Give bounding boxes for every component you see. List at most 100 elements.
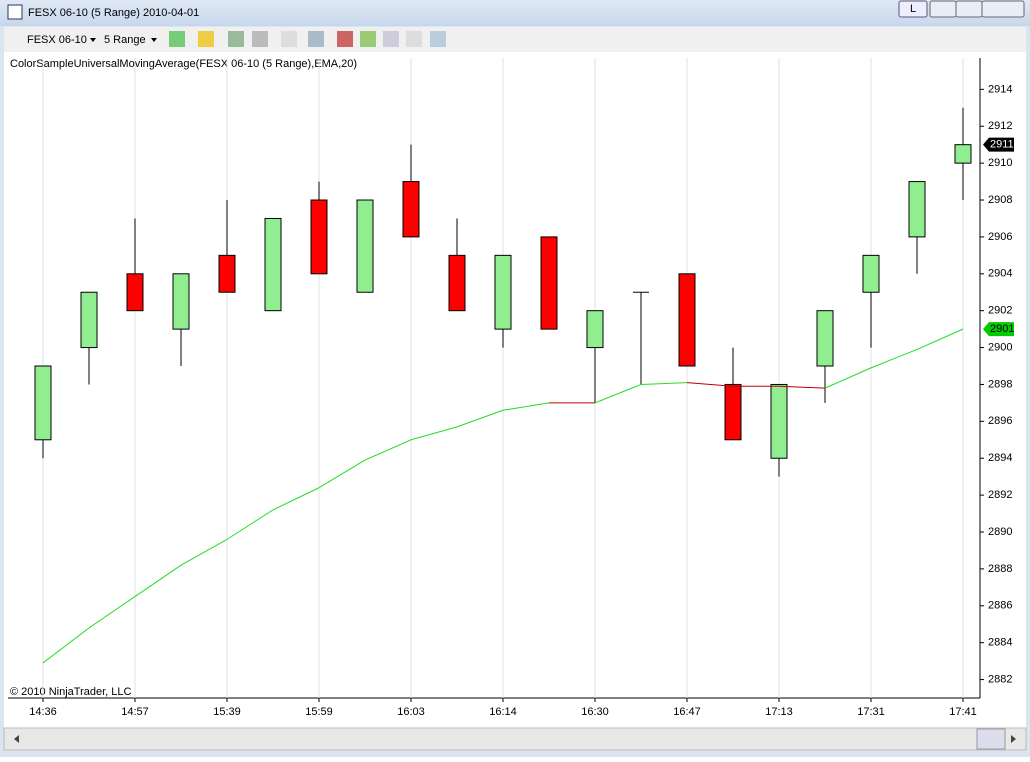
price-marker-label: 2911 [990,139,1014,151]
tool-icon[interactable] [406,31,422,47]
y-tick-label: 2890 [988,526,1012,538]
tool-icon[interactable] [228,31,244,47]
scrollbar[interactable] [3,727,1027,751]
ema-segment [824,367,872,389]
window-title: FESX 06-10 (5 Range) 2010-04-01 [28,7,199,19]
app-icon [7,4,23,20]
dropdown-arrow [151,38,157,42]
chart-panel [4,52,1026,728]
y-tick-label: 2906 [988,231,1012,243]
ema-segment [686,382,734,387]
x-tick-label: 17:31 [857,706,885,718]
y-tick-label: 2884 [988,637,1012,649]
y-tick-label: 2908 [988,194,1012,206]
x-tick-label: 16:14 [489,706,517,718]
ema-segment [318,459,366,489]
y-tick-label: 2904 [988,268,1012,280]
ema-segment [870,348,918,369]
tool-icon[interactable] [360,31,376,47]
ema-segment [364,439,412,461]
x-tick-label: 15:59 [305,706,333,718]
link-button[interactable] [898,0,928,18]
y-tick-label: 2888 [988,563,1012,575]
candle-body [126,273,144,312]
ema-segment [640,382,688,385]
ema-segment [916,328,964,350]
x-tick-label: 16:30 [581,706,609,718]
candle-body [770,383,788,459]
ema-segment [456,409,504,428]
scroll-thumb[interactable] [976,728,1006,750]
price-marker [983,137,1014,152]
maximize-button[interactable] [955,0,983,18]
y-tick-label: 2886 [988,600,1012,612]
x-tick-label: 14:36 [29,706,57,718]
tool-icon[interactable] [252,31,268,47]
candle-body [816,310,834,367]
y-tick-label: 2902 [988,305,1012,317]
copyright: © 2010 NinjaTrader, LLC [10,686,131,698]
x-tick-label: 17:13 [765,706,793,718]
ema-segment [134,564,182,597]
scroll-right[interactable] [1011,735,1016,743]
y-tick-label: 2910 [988,157,1012,169]
close-button[interactable] [981,0,1025,18]
candle-body [494,254,512,330]
minimize-button[interactable] [929,0,957,18]
y-tick-label: 2912 [988,120,1012,132]
dropdown-arrow [90,38,96,42]
tool-icon[interactable] [281,31,297,47]
ema-segment [502,402,550,411]
ema-segment [88,596,136,629]
period-selector[interactable]: 5 Range [104,34,146,46]
x-tick-label: 14:57 [121,706,149,718]
ema-segment [272,487,320,511]
tool-icon[interactable] [383,31,399,47]
price-marker-label: 2901 [990,323,1014,335]
ema-segment [180,538,228,566]
candle-body [310,199,328,275]
candle-body [724,383,742,441]
candle-body [678,273,696,367]
candle-body [540,236,558,330]
x-tick-label: 16:47 [673,706,701,718]
ema-segment [778,385,826,389]
candle-body [264,217,282,312]
candle-body [586,310,604,349]
ema-segment [226,509,274,540]
y-tick-label: 2882 [988,673,1012,685]
y-tick-label: 2900 [988,341,1012,353]
title-bar [0,0,1030,26]
candle-body [34,365,52,441]
candle-body [356,199,374,293]
ema-segment [410,426,458,441]
candle-body [954,144,972,164]
tool-icon[interactable] [198,31,214,47]
ema-segment [594,383,642,404]
scroll-left[interactable] [14,735,19,743]
ema-segment [42,627,90,664]
tool-icon[interactable] [169,31,185,47]
toolbar [4,27,1026,52]
tool-icon[interactable] [337,31,353,47]
y-tick-label: 2898 [988,378,1012,390]
y-tick-label: 2896 [988,415,1012,427]
candle-body [172,273,190,330]
indicator-label: ColorSampleUniversalMovingAverage(FESX 0… [10,58,357,70]
x-tick-label: 17:41 [949,706,977,718]
tool-icon[interactable] [308,31,324,47]
tool-icon[interactable] [430,31,446,47]
x-tick-label: 16:03 [397,706,425,718]
y-tick-label: 2914 [988,83,1012,95]
candle-body [80,291,98,349]
candle-body [218,254,236,293]
candle-body [448,254,466,312]
y-tick-label: 2894 [988,452,1012,464]
link-button-label: L [910,3,916,15]
instrument-selector[interactable]: FESX 06-10 [27,34,87,46]
x-tick-label: 15:39 [213,706,241,718]
y-tick-label: 2892 [988,489,1012,501]
candle-body [908,181,926,238]
